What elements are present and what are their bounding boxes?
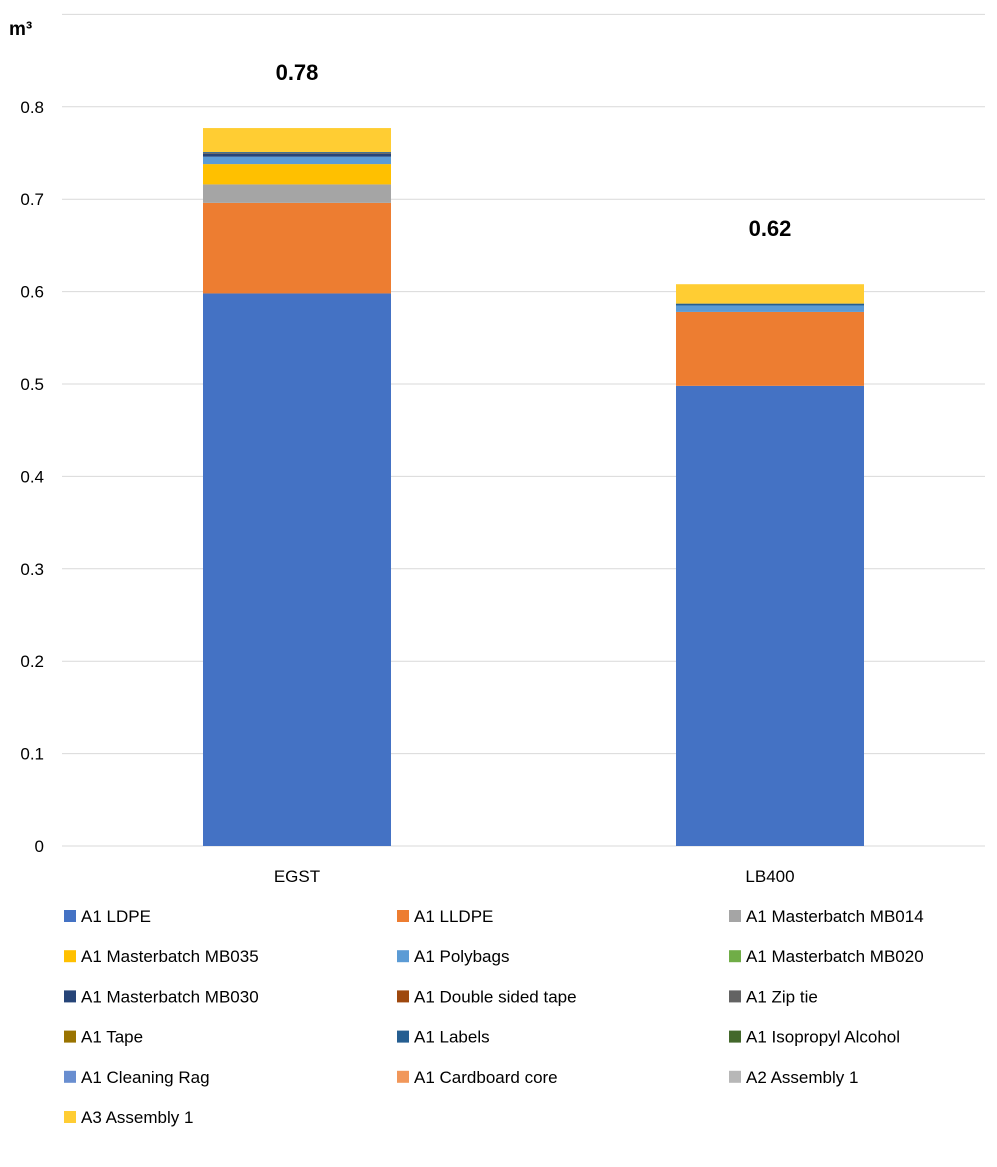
legend-label: A1 Masterbatch MB020 bbox=[746, 947, 924, 966]
bar-segment bbox=[203, 128, 391, 153]
legend-label: A1 Labels bbox=[414, 1028, 490, 1047]
legend-label: A1 LDPE bbox=[81, 907, 151, 926]
legend-item: A3 Assembly 1 bbox=[64, 1108, 193, 1127]
y-tick-label: 0.1 bbox=[20, 745, 44, 764]
legend-label: A3 Assembly 1 bbox=[81, 1108, 193, 1127]
legend-item: A1 Masterbatch MB014 bbox=[729, 907, 924, 926]
y-tick-label: 0 bbox=[35, 837, 44, 856]
legend-swatch bbox=[729, 1030, 741, 1043]
y-axis: 0 0.1 0.2 0.3 0.4 0.5 0.6 0.7 0.8 bbox=[20, 98, 44, 856]
legend-item: A1 LDPE bbox=[64, 907, 151, 926]
legend-swatch bbox=[729, 990, 741, 1003]
y-axis-unit-label: m³ bbox=[9, 19, 32, 40]
legend-item: A1 Cardboard core bbox=[397, 1068, 558, 1087]
legend-label: A1 Cardboard core bbox=[414, 1068, 558, 1087]
bar-segment bbox=[203, 184, 391, 203]
legend-item: A1 Isopropyl Alcohol bbox=[729, 1028, 900, 1047]
bar-segment bbox=[676, 303, 864, 306]
legend-swatch bbox=[64, 910, 76, 922]
legend-item: A1 Masterbatch MB030 bbox=[64, 987, 259, 1006]
legend-label: A1 Masterbatch MB035 bbox=[81, 947, 259, 966]
legend-label: A1 Masterbatch MB030 bbox=[81, 987, 259, 1006]
legend-item: A1 Zip tie bbox=[729, 987, 818, 1006]
bar-total-label: 0.62 bbox=[749, 216, 792, 241]
legend-item: A1 Masterbatch MB020 bbox=[729, 947, 924, 966]
legend-label: A1 Masterbatch MB014 bbox=[746, 907, 924, 926]
x-category-label: LB400 bbox=[745, 867, 794, 886]
legend-label: A1 Zip tie bbox=[746, 987, 818, 1006]
legend-label: A1 Tape bbox=[81, 1028, 143, 1047]
y-tick-label: 0.7 bbox=[20, 190, 44, 209]
legend-item: A1 Polybags bbox=[397, 947, 509, 966]
legend-item: A1 Tape bbox=[64, 1028, 143, 1047]
legend-label: A1 Double sided tape bbox=[414, 987, 577, 1006]
x-category-label: EGST bbox=[274, 867, 320, 886]
legend-swatch bbox=[64, 1070, 76, 1083]
legend-swatch bbox=[64, 1111, 76, 1123]
legend-item: A2 Assembly 1 bbox=[729, 1068, 858, 1087]
legend-label: A2 Assembly 1 bbox=[746, 1068, 858, 1087]
legend-label: A1 Cleaning Rag bbox=[81, 1068, 210, 1087]
y-tick-label: 0.8 bbox=[20, 98, 44, 117]
bar-segment bbox=[203, 153, 391, 154]
bar-segment bbox=[203, 153, 391, 157]
bar-segment bbox=[676, 284, 864, 304]
bar-segment bbox=[203, 152, 391, 153]
legend-swatch bbox=[397, 990, 409, 1003]
bar-segment bbox=[203, 202, 391, 294]
legend-label: A1 LLDPE bbox=[414, 907, 493, 926]
legend-swatch bbox=[397, 1070, 409, 1083]
y-tick-label: 0.6 bbox=[20, 283, 44, 302]
legend-swatch bbox=[397, 950, 409, 963]
legend-label: A1 Isopropyl Alcohol bbox=[746, 1028, 900, 1047]
bar-segment bbox=[676, 385, 864, 846]
legend-item: A1 Labels bbox=[397, 1028, 490, 1047]
y-tick-label: 0.4 bbox=[20, 467, 44, 486]
bar-segment bbox=[676, 311, 864, 386]
y-tick-label: 0.3 bbox=[20, 560, 44, 579]
legend-swatch bbox=[64, 1030, 76, 1043]
legend-label: A1 Polybags bbox=[414, 947, 509, 966]
legend-item: A1 Cleaning Rag bbox=[64, 1068, 210, 1087]
y-tick-label: 0.2 bbox=[20, 652, 44, 671]
legend-swatch bbox=[729, 950, 741, 963]
legend-item: A1 Masterbatch MB035 bbox=[64, 947, 259, 966]
legend-swatch bbox=[729, 910, 741, 922]
legend-item: A1 Double sided tape bbox=[397, 987, 577, 1006]
legend-swatch bbox=[729, 1070, 741, 1083]
legend-swatch bbox=[64, 950, 76, 963]
bar-segment bbox=[203, 164, 391, 185]
bar-segment bbox=[203, 156, 391, 165]
bar-segment bbox=[203, 293, 391, 846]
bar-total-label: 0.78 bbox=[276, 60, 319, 85]
legend-item: A1 LLDPE bbox=[397, 907, 493, 926]
bar-segment bbox=[676, 305, 864, 312]
legend-swatch bbox=[64, 990, 76, 1003]
bars bbox=[203, 128, 864, 846]
y-tick-label: 0.5 bbox=[20, 375, 44, 394]
legend-swatch bbox=[397, 910, 409, 922]
legend: A1 LDPE A1 LLDPE A1 Masterbatch MB014 A1 Ma… bbox=[64, 907, 924, 1127]
legend-swatch bbox=[397, 1030, 409, 1043]
labels: 0.78 EGST 0.62 LB400 bbox=[274, 60, 795, 886]
